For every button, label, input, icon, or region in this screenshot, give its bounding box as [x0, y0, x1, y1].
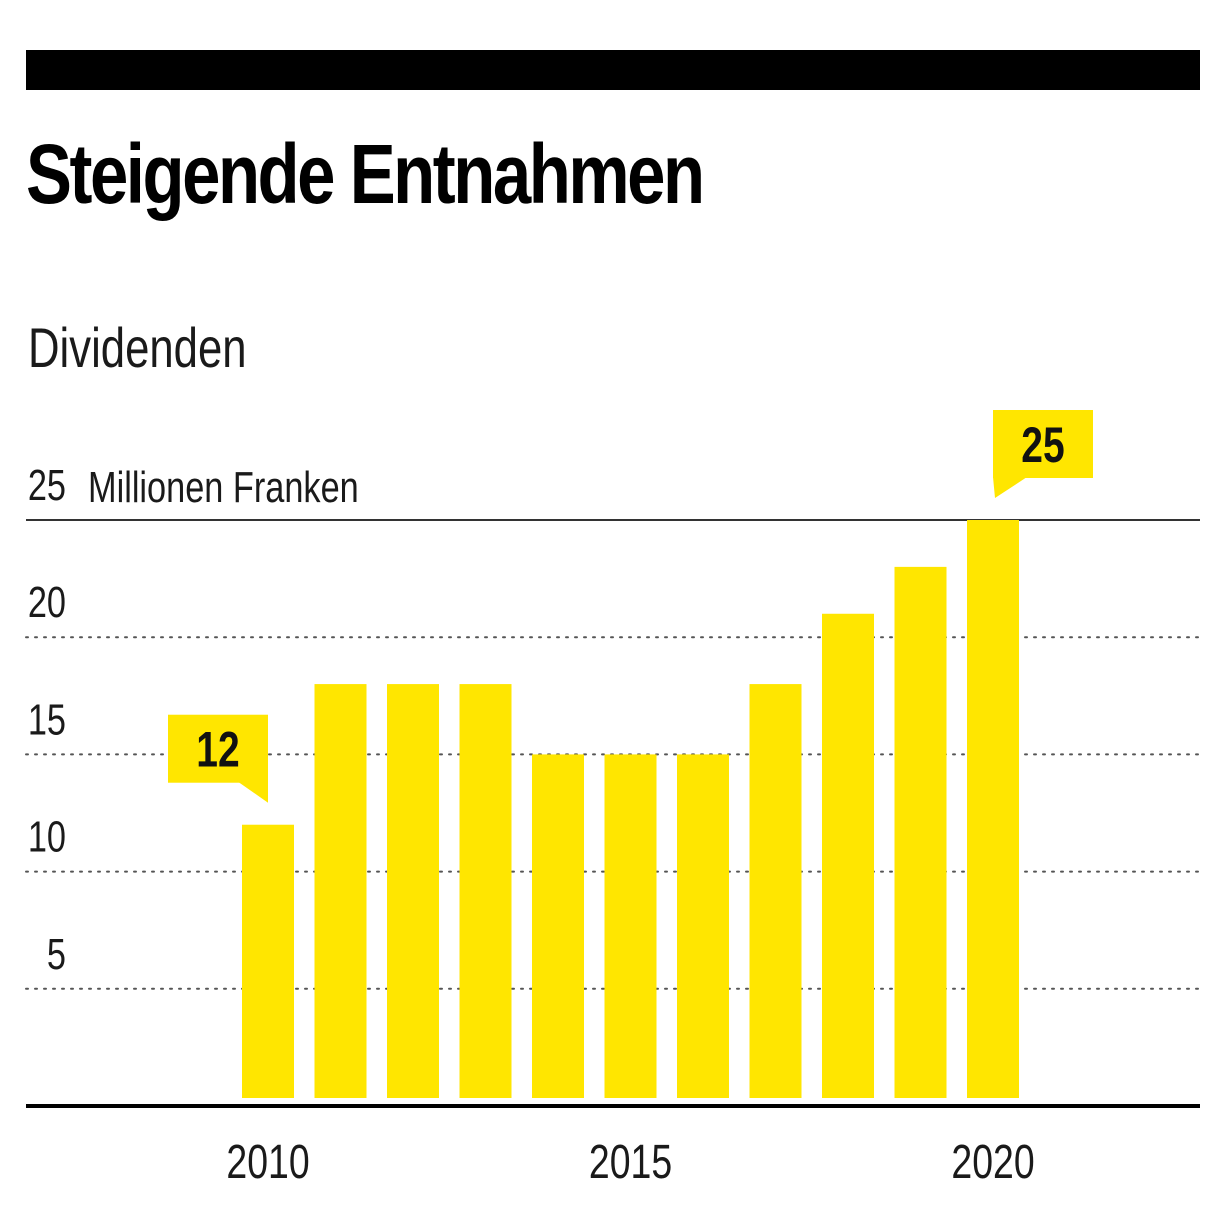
- bar-2016: [677, 754, 729, 1098]
- y-tick-label-5: 5: [47, 930, 66, 979]
- y-tick-label-15-group: 15: [28, 695, 66, 744]
- x-tick-label-2010: 2010: [226, 1136, 309, 1190]
- bar-2010: [242, 824, 294, 1098]
- x-tick-label-2020-group: 2020: [951, 1136, 1034, 1190]
- callout-label-2010-group: 12: [196, 721, 239, 778]
- chart-subtitle: Dividenden: [28, 316, 247, 379]
- y-tick-label-10: 10: [28, 813, 66, 862]
- chart-title: Steigende Entnahmen: [26, 127, 705, 221]
- callout-box-2020: [993, 410, 1093, 478]
- y-tick-label-5-group: 5: [47, 930, 66, 979]
- y-tick-label-15: 15: [28, 695, 66, 744]
- y-unit-label-group: Millionen Franken: [88, 463, 359, 512]
- x-tick-label-2010-group: 2010: [226, 1136, 309, 1190]
- bar-2012: [387, 684, 439, 1098]
- x-tick-label-2015-group: 2015: [589, 1136, 672, 1190]
- callout-pointer-2020: [993, 477, 1027, 498]
- top-rule: [26, 50, 1200, 90]
- y-tick-label-20: 20: [28, 578, 66, 627]
- callout-label-2010: 12: [196, 721, 239, 778]
- callout-label-2020: 25: [1021, 416, 1064, 473]
- y-unit-label: Millionen Franken: [88, 463, 359, 512]
- bar-2020: [967, 520, 1019, 1098]
- y-tick-label-25: 25: [28, 461, 66, 510]
- bar-2015: [604, 754, 657, 1098]
- y-tick-label-20-group: 20: [28, 578, 66, 627]
- bar-2018: [822, 613, 874, 1098]
- bar-2019: [894, 566, 947, 1098]
- callout-pointer-2010: [238, 781, 268, 803]
- bar-2014: [532, 754, 584, 1098]
- bar-2017: [749, 684, 802, 1098]
- bar-2011: [314, 684, 367, 1098]
- x-tick-label-2015: 2015: [589, 1136, 672, 1190]
- y-tick-label-25-group: 25: [28, 461, 66, 510]
- bar-2013: [459, 684, 512, 1098]
- callout-box-2010: [168, 714, 268, 783]
- x-tick-label-2020: 2020: [951, 1136, 1034, 1190]
- y-tick-label-10-group: 10: [28, 813, 66, 862]
- callout-label-2020-group: 25: [1021, 416, 1064, 473]
